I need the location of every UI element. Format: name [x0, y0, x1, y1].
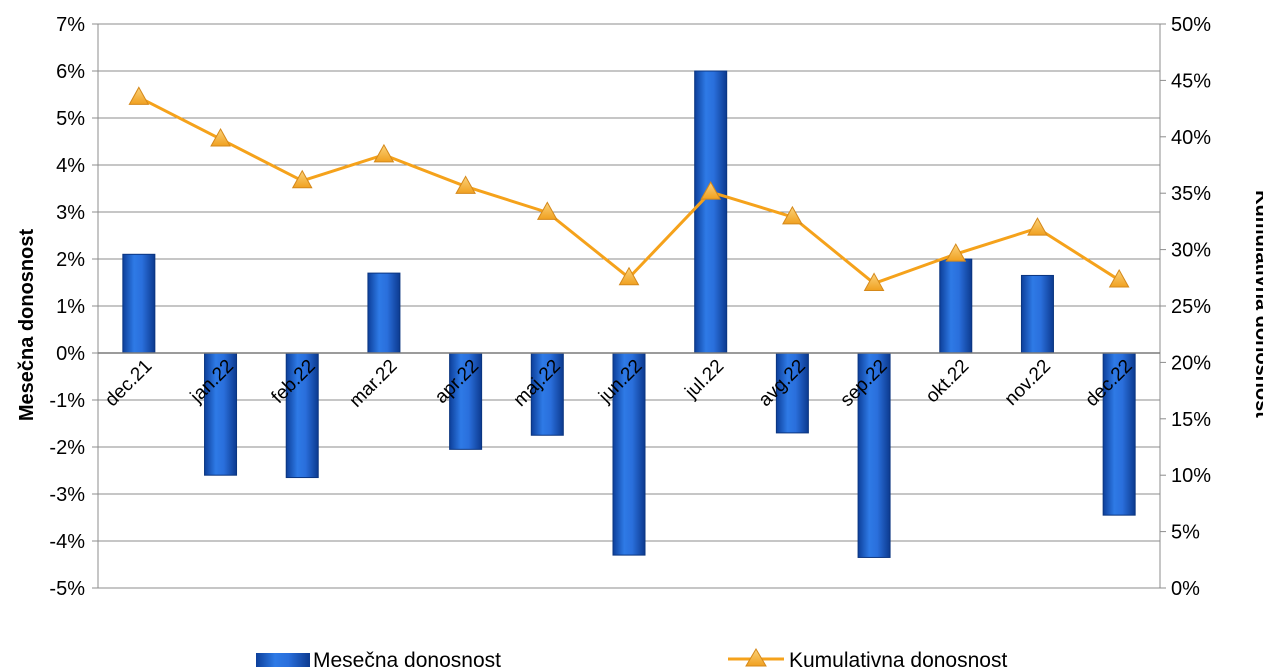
legend-label-bar: Mesečna donosnost — [313, 649, 501, 668]
y-tick-label-right: 15% — [1171, 409, 1211, 431]
y-tick-label-left: 7% — [56, 14, 85, 36]
line-point — [782, 205, 803, 225]
y-tick-label-left: 4% — [56, 155, 85, 177]
x-tick-label: nov.22 — [1001, 356, 1055, 410]
bar — [939, 258, 973, 354]
line-point — [945, 243, 967, 262]
x-tick-label: okt.22 — [922, 356, 973, 407]
y-tick-label-right: 40% — [1171, 127, 1211, 149]
bar — [1020, 274, 1054, 354]
bar — [367, 272, 401, 354]
bar-series — [122, 70, 1136, 558]
bar — [285, 352, 319, 479]
y-tick-label-left: -3% — [49, 484, 85, 506]
y-tick-label-right: 45% — [1171, 70, 1211, 92]
legend-item-line: Kumulativna donosnost — [728, 648, 1007, 668]
line-point — [455, 175, 476, 194]
bar — [1102, 352, 1136, 516]
bar — [694, 70, 728, 354]
line-point — [1027, 217, 1048, 236]
y-tick-label-right: 20% — [1171, 352, 1211, 374]
line-point — [128, 86, 150, 105]
line-point — [373, 143, 395, 163]
y-tick-label-left: 1% — [56, 296, 85, 318]
y-tick-label-right: 5% — [1171, 522, 1200, 544]
y-tick-label-right: 25% — [1171, 296, 1211, 318]
line-point — [291, 169, 313, 189]
x-tick-label: mar.22 — [346, 356, 402, 412]
bar — [612, 352, 646, 556]
y-tick-label-left: -2% — [49, 437, 85, 459]
line-series — [128, 86, 1130, 291]
y-tick-label-left: 3% — [56, 202, 85, 224]
y-axis-title-left: Mesečna donosnost — [16, 229, 38, 422]
line-point — [863, 272, 885, 291]
y-tick-label-left: 6% — [56, 61, 85, 83]
legend-triangle-marker — [745, 648, 767, 667]
line-point — [618, 266, 640, 286]
line-point — [210, 128, 231, 147]
line-point — [1108, 269, 1130, 288]
bar — [122, 253, 156, 354]
bar — [775, 352, 809, 434]
y-tick-label-left: 5% — [56, 108, 85, 130]
y-tick-label-left: -5% — [49, 578, 85, 600]
legend-bar-swatch — [256, 653, 310, 667]
bar — [449, 352, 483, 450]
y-tick-label-right: 0% — [1171, 578, 1200, 600]
line-point — [700, 181, 722, 200]
y-tick-label-left: -1% — [49, 390, 85, 412]
y-tick-label-left: 0% — [56, 343, 85, 365]
y-tick-label-left: 2% — [56, 249, 85, 271]
bar — [857, 352, 891, 558]
y-tick-label-right: 50% — [1171, 14, 1211, 36]
bar — [530, 352, 564, 436]
x-tick-label: jul.22 — [681, 356, 729, 404]
series-line — [138, 95, 1120, 285]
x-tick-label: dec.21 — [101, 356, 156, 411]
legend-label-line: Kumulativna donosnost — [789, 649, 1007, 668]
y-tick-label-right: 10% — [1171, 465, 1211, 487]
line-point — [536, 201, 558, 220]
axes — [92, 23, 1166, 589]
y-axis-title-right: Kumulativna donosnost — [1251, 190, 1263, 418]
legend-item-bar: Mesečna donosnost — [256, 649, 501, 668]
y-tick-label-left: -4% — [49, 531, 85, 553]
tick-labels: -5% -4% -3% -2% -1% 0% 1% 2% 3% 4% 5% 6% 7% 0% 5% 10% 15… — [49, 14, 1211, 600]
y-tick-label-right: 35% — [1171, 183, 1211, 205]
bar — [204, 352, 238, 476]
legend: Mesečna donosnost Kumulativna donosnost — [256, 648, 1007, 668]
y-tick-label-right: 30% — [1171, 240, 1211, 262]
